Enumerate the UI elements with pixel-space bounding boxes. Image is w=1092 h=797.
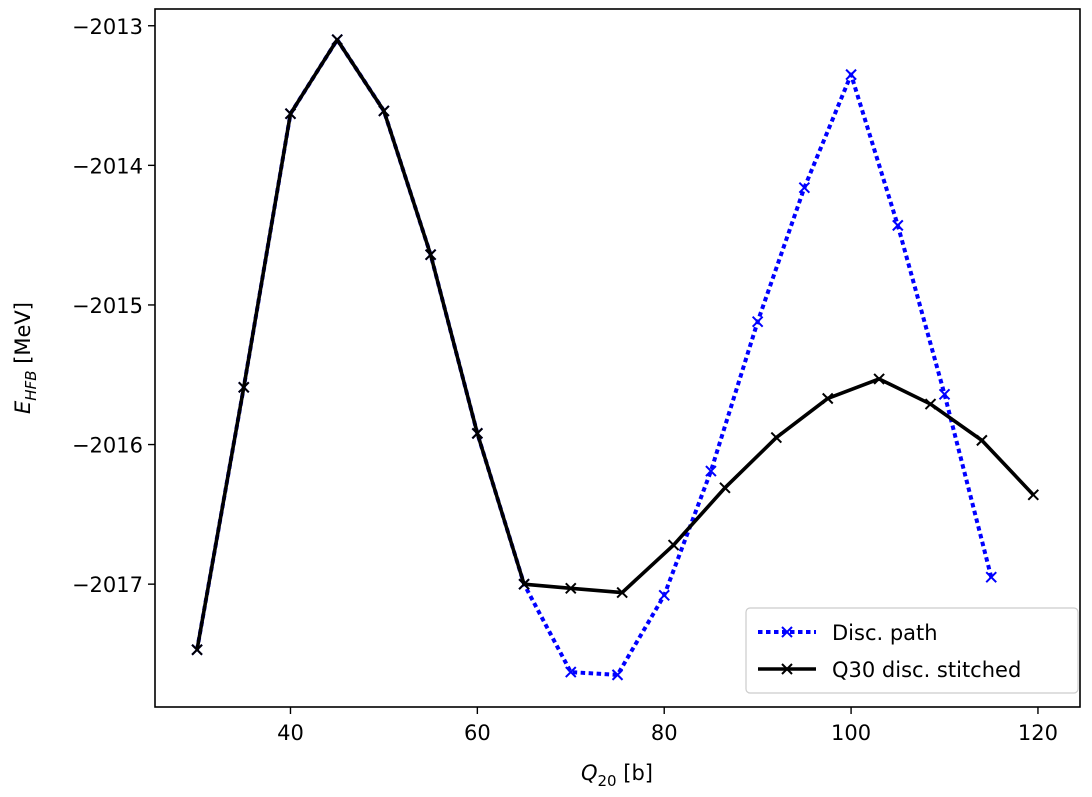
x-tick-label: 80 xyxy=(651,721,678,745)
legend-label: Q30 disc. stitched xyxy=(832,658,1021,682)
legend-label: Disc. path xyxy=(832,621,938,645)
x-tick-label: 100 xyxy=(831,721,871,745)
legend: Disc. path Q30 disc. stitched xyxy=(746,608,1078,693)
x-tick-label: 120 xyxy=(1018,721,1058,745)
y-tick-label: −2016 xyxy=(72,434,143,458)
x-tick-label: 60 xyxy=(464,721,491,745)
y-tick-label: −2013 xyxy=(72,15,143,39)
y-tick-label: −2014 xyxy=(72,154,143,178)
x-tick-label: 40 xyxy=(277,721,304,745)
y-tick-label: −2017 xyxy=(72,573,143,597)
y-tick-label: −2015 xyxy=(72,294,143,318)
